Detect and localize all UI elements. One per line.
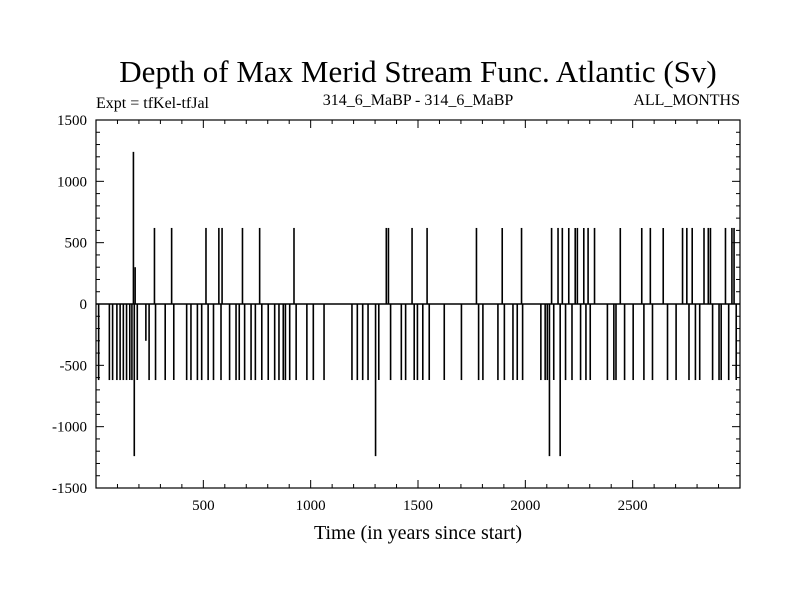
y-tick-label-5: -1000 <box>52 420 87 436</box>
x-tick-label-2: 1500 <box>403 498 433 514</box>
chart-axes: 500 1000 1500 2000 2500 1500 1000 500 0 -500 -1000… <box>52 113 741 514</box>
x-axis-title: Time (in years since start) <box>314 522 522 544</box>
y-tick-label-4: -500 <box>60 358 88 374</box>
chart-title: Depth of Max Merid Stream Func. Atlantic… <box>119 54 717 89</box>
y-tick-label-0: 1500 <box>57 113 87 129</box>
months-label: ALL_MONTHS <box>633 92 740 109</box>
y-tick-label-1: 1000 <box>57 174 87 190</box>
period-label: 314_6_MaBP - 314_6_MaBP <box>323 92 514 109</box>
x-tick-label-0: 500 <box>192 498 215 514</box>
y-tick-label-3: 0 <box>80 297 88 313</box>
chart-marks <box>96 151 740 457</box>
x-tick-label-3: 2000 <box>510 498 540 514</box>
y-tick-label-2: 500 <box>65 236 88 252</box>
x-tick-label-4: 2500 <box>618 498 648 514</box>
x-tick-label-1: 1000 <box>296 498 326 514</box>
y-tick-label-6: -1500 <box>52 481 87 497</box>
experiment-label: Expt = tfKel-tfJal <box>96 95 210 112</box>
